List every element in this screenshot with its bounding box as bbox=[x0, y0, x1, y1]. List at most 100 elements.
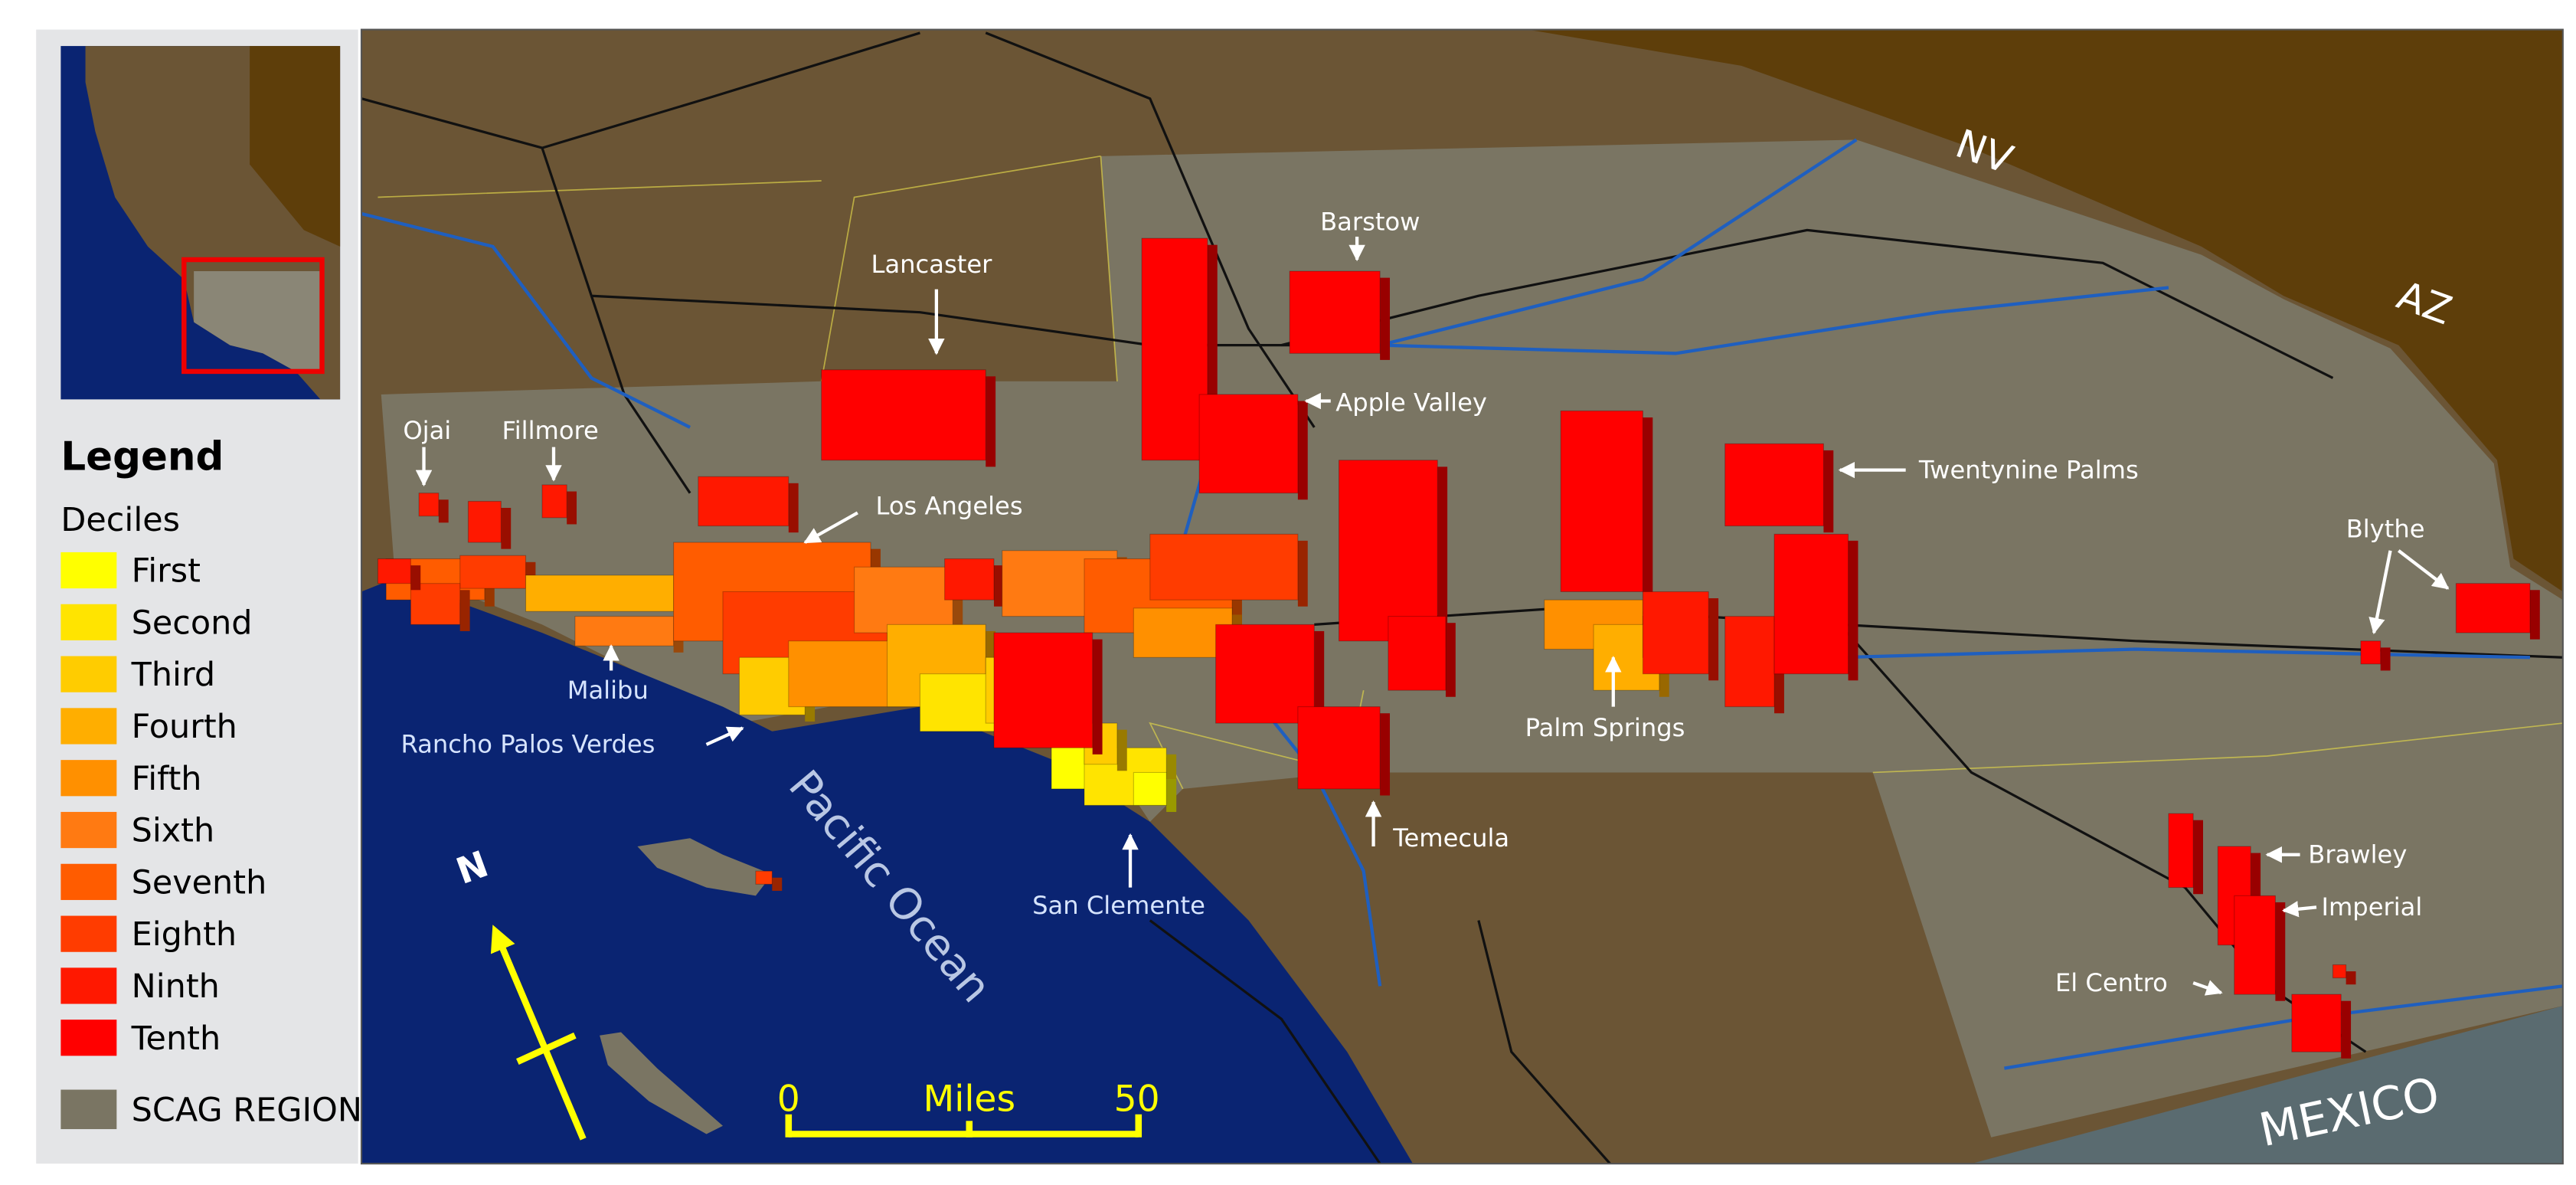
block-side bbox=[410, 565, 421, 591]
block bbox=[2168, 813, 2194, 889]
block bbox=[377, 558, 411, 584]
place-label: San Clemente bbox=[1032, 891, 1205, 920]
inset-nevada bbox=[250, 46, 341, 247]
block bbox=[1149, 533, 1299, 601]
mexico bbox=[1971, 1006, 2563, 1164]
block-side bbox=[438, 499, 449, 523]
place-label: Palm Springs bbox=[1525, 713, 1685, 742]
block bbox=[1289, 270, 1381, 354]
legend-label: Second bbox=[132, 604, 253, 642]
legend-swatch bbox=[60, 915, 117, 952]
place-arrow bbox=[705, 726, 744, 746]
place-label: Barstow bbox=[1320, 207, 1420, 236]
block bbox=[854, 566, 953, 633]
scale-tick-label: 50 bbox=[1114, 1078, 1160, 1120]
legend-swatch bbox=[60, 811, 117, 849]
block bbox=[1297, 706, 1381, 790]
block bbox=[1198, 394, 1299, 494]
place-arrow bbox=[2281, 901, 2317, 918]
legend-label: Sixth bbox=[132, 812, 215, 850]
catalina-island bbox=[637, 838, 773, 896]
legend-label: Third bbox=[131, 656, 215, 694]
scale-unit: Miles bbox=[924, 1078, 1016, 1120]
legend-swatch bbox=[60, 552, 117, 589]
block-side bbox=[2193, 820, 2203, 895]
inset-region bbox=[194, 271, 322, 372]
block-side bbox=[986, 376, 996, 467]
block-side bbox=[501, 508, 512, 549]
urban-blocks bbox=[377, 237, 2540, 1059]
block bbox=[1724, 616, 1775, 708]
block-side bbox=[1437, 466, 1448, 648]
legend-label: First bbox=[132, 552, 201, 591]
block bbox=[2332, 964, 2347, 979]
place-label: Blythe bbox=[2346, 515, 2425, 544]
place-label: El Centro bbox=[2055, 968, 2168, 997]
place-label: Imperial bbox=[2321, 892, 2422, 921]
legend-swatch bbox=[60, 1089, 117, 1130]
north-arrow bbox=[490, 925, 587, 1141]
scale-tick-label: 0 bbox=[777, 1078, 800, 1120]
block bbox=[1133, 771, 1167, 806]
block-side bbox=[2275, 902, 2286, 1001]
block bbox=[525, 574, 675, 612]
block bbox=[574, 616, 675, 647]
place-arrow bbox=[2192, 980, 2223, 996]
block-side bbox=[1092, 639, 1103, 755]
legend-label: Tenth bbox=[131, 1020, 221, 1058]
block-side bbox=[1314, 630, 1325, 730]
block-side bbox=[2341, 1000, 2352, 1059]
block-side bbox=[1848, 540, 1858, 681]
block bbox=[2291, 994, 2342, 1052]
block bbox=[944, 558, 995, 601]
inset-extent-box bbox=[181, 257, 325, 375]
place-label: Temecula bbox=[1392, 823, 1509, 853]
block bbox=[1642, 591, 1709, 675]
place-label: Brawley bbox=[2308, 840, 2407, 869]
legend-label: SCAG REGION bbox=[132, 1091, 362, 1129]
block-side bbox=[1166, 779, 1177, 812]
block-side bbox=[1823, 450, 1834, 533]
block-side bbox=[788, 483, 799, 533]
block bbox=[698, 476, 789, 527]
block bbox=[410, 583, 461, 625]
legend-swatch bbox=[60, 604, 117, 640]
block bbox=[1388, 616, 1447, 691]
legend-swatch bbox=[60, 656, 117, 692]
map-area bbox=[361, 29, 2563, 1164]
legend-label: Seventh bbox=[132, 863, 267, 902]
place-arrow bbox=[2368, 550, 2392, 635]
block-side bbox=[1116, 729, 1127, 771]
legend-items: First Second Third Fourth Fifth Sixth Seventh E… bbox=[60, 552, 362, 1130]
block-side bbox=[1380, 713, 1391, 796]
block bbox=[459, 555, 527, 589]
place-arrow bbox=[803, 511, 858, 544]
block bbox=[541, 484, 567, 519]
place-arrow bbox=[2397, 549, 2450, 590]
block bbox=[2360, 640, 2381, 665]
map-frame bbox=[360, 28, 2564, 1165]
place-label: Fillmore bbox=[502, 416, 599, 445]
block-side bbox=[1297, 540, 1308, 607]
rivers bbox=[361, 138, 2563, 1070]
ocean bbox=[361, 578, 1414, 1164]
place-label: Twentynine Palms bbox=[1918, 455, 2139, 484]
place-label: Apple Valley bbox=[1335, 388, 1487, 417]
legend-label: Fifth bbox=[132, 760, 202, 798]
block bbox=[467, 500, 502, 543]
block bbox=[993, 632, 1093, 748]
legend-label: Fourth bbox=[132, 708, 237, 746]
place-label: Malibu bbox=[567, 676, 649, 705]
block-side bbox=[2529, 590, 2540, 640]
block bbox=[1141, 237, 1208, 461]
block bbox=[821, 369, 986, 461]
block bbox=[755, 870, 773, 885]
legend-swatch bbox=[60, 967, 117, 1004]
block-side bbox=[772, 877, 783, 891]
legend-swatch bbox=[60, 708, 117, 745]
place-label: Rancho Palos Verdes bbox=[400, 730, 655, 759]
san-clemente-island bbox=[600, 1032, 723, 1134]
legend-subtitle: Deciles bbox=[60, 501, 180, 539]
block-side bbox=[1643, 417, 1653, 599]
